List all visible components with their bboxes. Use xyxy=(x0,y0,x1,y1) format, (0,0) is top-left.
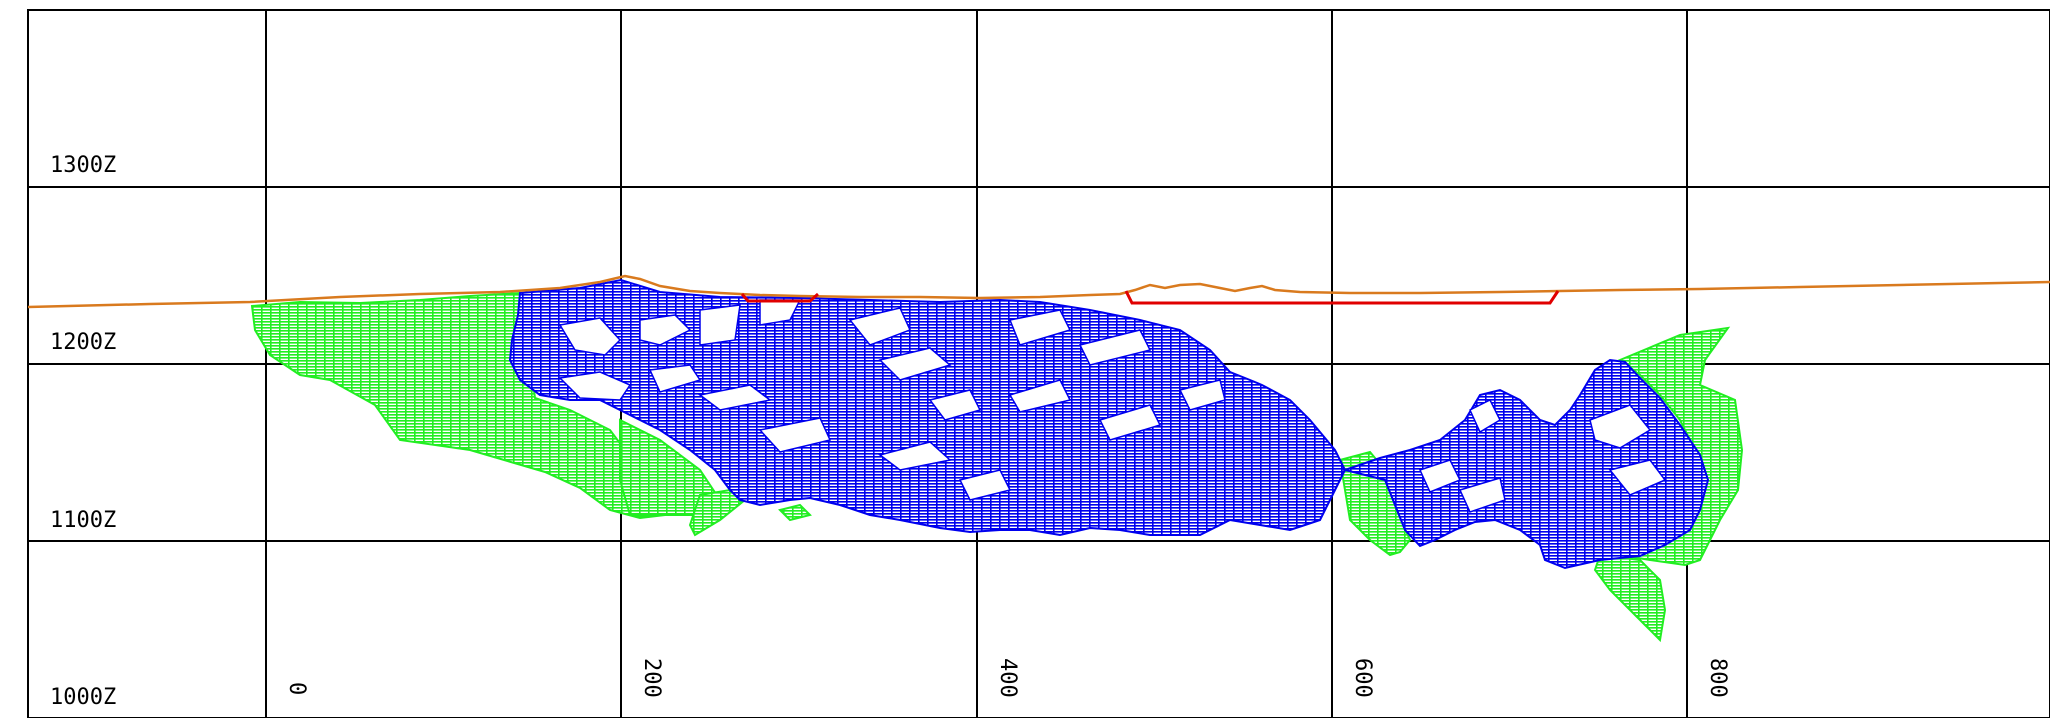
elevation-labels: 1300Z 1200Z 1100Z 1000Z xyxy=(50,153,116,710)
easting-label-600: 600 xyxy=(1350,658,1375,698)
easting-label-800: 800 xyxy=(1705,658,1730,698)
elevation-label-1200z: 1200Z xyxy=(50,330,116,355)
pit-outline-west xyxy=(740,292,819,303)
blue-zone-voids xyxy=(558,299,1667,513)
elevation-label-1300z: 1300Z xyxy=(50,153,116,178)
green-zone-tail xyxy=(1593,553,1667,643)
easting-labels: 0 200 400 600 800 xyxy=(284,658,1730,698)
easting-label-0: 0 xyxy=(284,682,309,695)
pit-outline xyxy=(740,290,1560,305)
green-zone-east xyxy=(1617,326,1744,567)
elevation-label-1100z: 1100Z xyxy=(50,508,116,533)
green-zone xyxy=(250,291,1744,643)
easting-label-200: 200 xyxy=(639,658,664,698)
elevation-label-1000z: 1000Z xyxy=(50,685,116,710)
green-zone-small xyxy=(778,503,812,522)
easting-label-400: 400 xyxy=(995,658,1020,698)
pit-outline-east xyxy=(1124,290,1560,305)
